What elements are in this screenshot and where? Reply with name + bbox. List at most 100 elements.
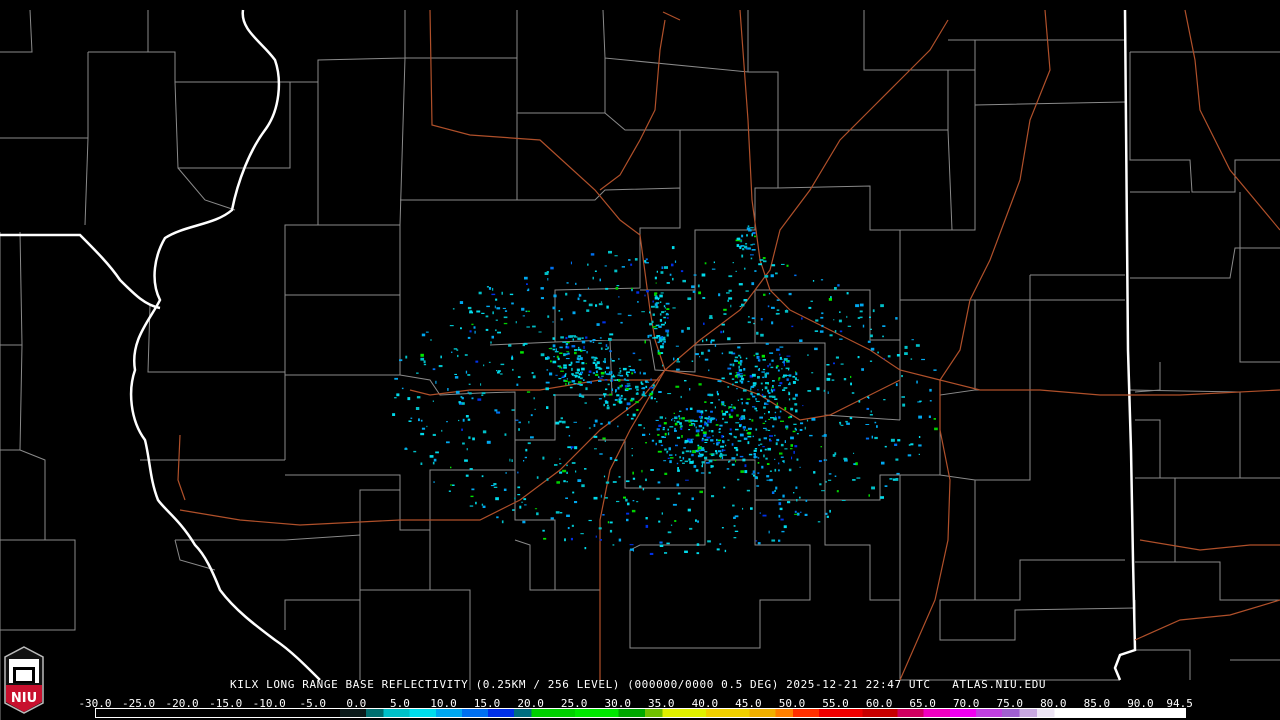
echo-pixel <box>740 470 745 473</box>
echo-pixel <box>610 380 612 382</box>
echo-pixel <box>794 274 797 277</box>
echo-pixel <box>566 378 568 380</box>
echo-pixel <box>713 261 715 264</box>
echo-pixel <box>753 354 755 357</box>
echo-pixel <box>663 422 667 425</box>
echo-pixel <box>615 389 617 392</box>
echo-pixel <box>718 429 720 431</box>
echo-pixel <box>593 435 598 438</box>
echo-pixel <box>675 345 679 347</box>
echo-pixel <box>649 392 653 396</box>
echo-pixel <box>524 276 528 280</box>
echo-pixel <box>859 316 863 319</box>
echo-pixel <box>772 395 776 398</box>
echo-pixel <box>759 259 764 261</box>
echo-pixel <box>584 547 587 550</box>
echo-pixel <box>693 465 697 468</box>
echo-pixel <box>701 449 705 451</box>
echo-pixel <box>751 249 756 251</box>
echo-pixel <box>496 411 501 414</box>
colorbar-label: 94.5 <box>1166 697 1193 710</box>
echo-pixel <box>724 549 727 553</box>
echo-pixel <box>609 393 612 396</box>
echo-pixel <box>546 478 549 481</box>
echo-pixel <box>677 467 679 470</box>
echo-pixel <box>650 396 653 400</box>
echo-pixel <box>607 521 609 524</box>
echo-pixel <box>785 425 789 429</box>
echo-pixel <box>579 384 583 386</box>
echo-pixel <box>788 468 792 472</box>
echo-pixel <box>772 380 775 382</box>
echo-pixel <box>575 375 578 378</box>
echo-pixel <box>714 459 717 461</box>
echo-pixel <box>614 399 618 401</box>
echo-pixel <box>614 379 617 381</box>
echo-pixel <box>410 417 413 419</box>
echo-pixel <box>764 275 769 278</box>
echo-pixel <box>561 376 565 378</box>
echo-pixel <box>645 262 649 264</box>
echo-pixel <box>649 334 652 337</box>
echo-pixel <box>743 437 748 440</box>
echo-pixel <box>649 433 651 435</box>
echo-pixel <box>751 473 754 475</box>
echo-pixel <box>399 359 403 362</box>
echo-pixel <box>738 283 743 286</box>
echo-pixel <box>619 370 622 372</box>
echo-pixel <box>752 406 756 408</box>
echo-pixel <box>709 418 712 420</box>
echo-pixel <box>715 451 718 455</box>
echo-pixel <box>643 372 646 375</box>
echo-pixel <box>701 273 706 277</box>
echo-pixel <box>665 302 670 305</box>
echo-pixel <box>545 357 549 360</box>
echo-pixel <box>469 330 472 333</box>
echo-pixel <box>394 377 398 380</box>
echo-pixel <box>644 340 646 344</box>
echo-pixel <box>707 349 711 352</box>
echo-pixel <box>712 453 715 456</box>
echo-pixel <box>771 390 774 393</box>
echo-pixel <box>481 475 484 478</box>
echo-pixel <box>652 337 655 339</box>
echo-pixel <box>689 527 693 530</box>
state-boundaries <box>0 9 1137 681</box>
echo-pixel <box>641 393 646 396</box>
echo-pixel <box>610 377 613 380</box>
echo-pixel <box>695 426 697 429</box>
colorbar-label: 65.0 <box>909 697 936 710</box>
echo-pixel <box>494 409 498 412</box>
echo-pixel <box>612 481 617 483</box>
echo-pixel <box>710 340 713 344</box>
echo-pixel <box>627 385 631 387</box>
echo-pixel <box>667 531 672 534</box>
echo-pixel <box>767 429 771 431</box>
echo-pixel <box>775 415 777 419</box>
echo-pixel <box>745 247 748 250</box>
echo-pixel <box>715 424 719 426</box>
echo-pixel <box>804 426 806 430</box>
echo-pixel <box>657 349 660 353</box>
radar-echoes <box>392 225 938 555</box>
echo-pixel <box>708 459 713 463</box>
echo-pixel <box>718 428 721 430</box>
echo-pixel <box>568 364 572 366</box>
echo-pixel <box>523 460 525 462</box>
echo-pixel <box>869 360 873 362</box>
echo-pixel <box>571 380 576 383</box>
echo-pixel <box>605 481 610 484</box>
echo-pixel <box>774 458 776 460</box>
echo-pixel <box>517 471 519 474</box>
echo-pixel <box>575 470 577 473</box>
echo-pixel <box>457 354 459 358</box>
echo-pixel <box>516 383 519 386</box>
echo-pixel <box>631 287 633 290</box>
echo-pixel <box>594 419 598 423</box>
echo-pixel <box>661 512 663 515</box>
echo-pixel <box>751 394 753 396</box>
colorbar-label: 50.0 <box>778 697 806 710</box>
echo-pixel <box>708 317 713 319</box>
echo-pixel <box>721 454 724 456</box>
